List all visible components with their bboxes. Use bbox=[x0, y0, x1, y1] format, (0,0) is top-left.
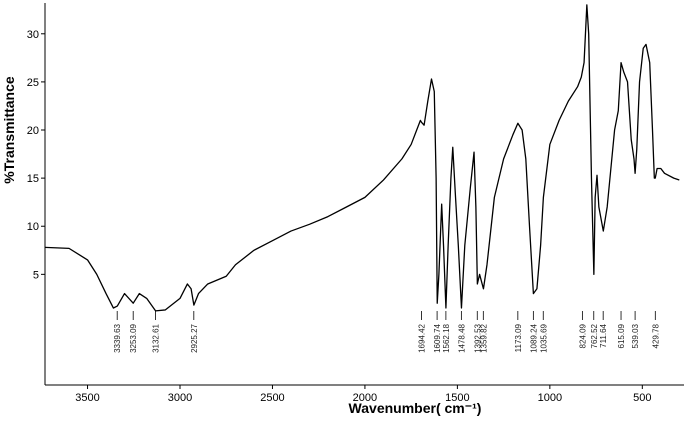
y-tick-label: 25 bbox=[27, 77, 39, 89]
peak-label: 615.09 bbox=[617, 323, 626, 348]
peak-label: 2925.27 bbox=[190, 323, 199, 352]
x-tick-label: 2500 bbox=[260, 392, 284, 404]
x-tick-label: 3000 bbox=[168, 392, 192, 404]
y-tick-label: 20 bbox=[27, 125, 39, 137]
peak-label: 1089.24 bbox=[529, 323, 538, 352]
peak-label: 1562.18 bbox=[442, 323, 451, 352]
x-tick-label: 3500 bbox=[75, 392, 99, 404]
peak-label: 711.64 bbox=[599, 323, 608, 347]
peak-label: 824.09 bbox=[578, 323, 587, 348]
x-tick-label: 500 bbox=[633, 392, 651, 404]
peak-label: 3253.09 bbox=[129, 323, 138, 352]
x-tick-label: 1000 bbox=[538, 392, 562, 404]
y-tick-label: 10 bbox=[27, 221, 39, 233]
peak-label: 3132.61 bbox=[151, 323, 160, 352]
peak-label: 1478.48 bbox=[457, 323, 466, 352]
y-tick-label: 15 bbox=[27, 173, 39, 185]
peak-label: 1359.82 bbox=[479, 323, 488, 352]
peak-label: 762.52 bbox=[590, 323, 599, 348]
y-tick-label: 30 bbox=[27, 29, 39, 41]
peak-label: 429.78 bbox=[651, 323, 660, 348]
peak-label: 1694.42 bbox=[417, 323, 426, 352]
peak-label: 1392.53 bbox=[473, 323, 482, 352]
peak-label: 1609.74 bbox=[433, 323, 442, 352]
y-tick-label: 5 bbox=[33, 269, 39, 281]
spectrum-line bbox=[44, 4, 680, 312]
y-axis-title: %Transmittance bbox=[1, 76, 17, 184]
peak-label: 539.03 bbox=[631, 323, 640, 348]
peak-label: 1035.69 bbox=[539, 323, 548, 352]
x-tick-label: 2000 bbox=[353, 392, 377, 404]
peak-label: 1173.09 bbox=[514, 323, 523, 352]
x-axis-title: Wavenumber( cm⁻¹) bbox=[349, 400, 482, 416]
x-tick-label: 1500 bbox=[445, 392, 469, 404]
peak-label: 3339.63 bbox=[113, 323, 122, 352]
